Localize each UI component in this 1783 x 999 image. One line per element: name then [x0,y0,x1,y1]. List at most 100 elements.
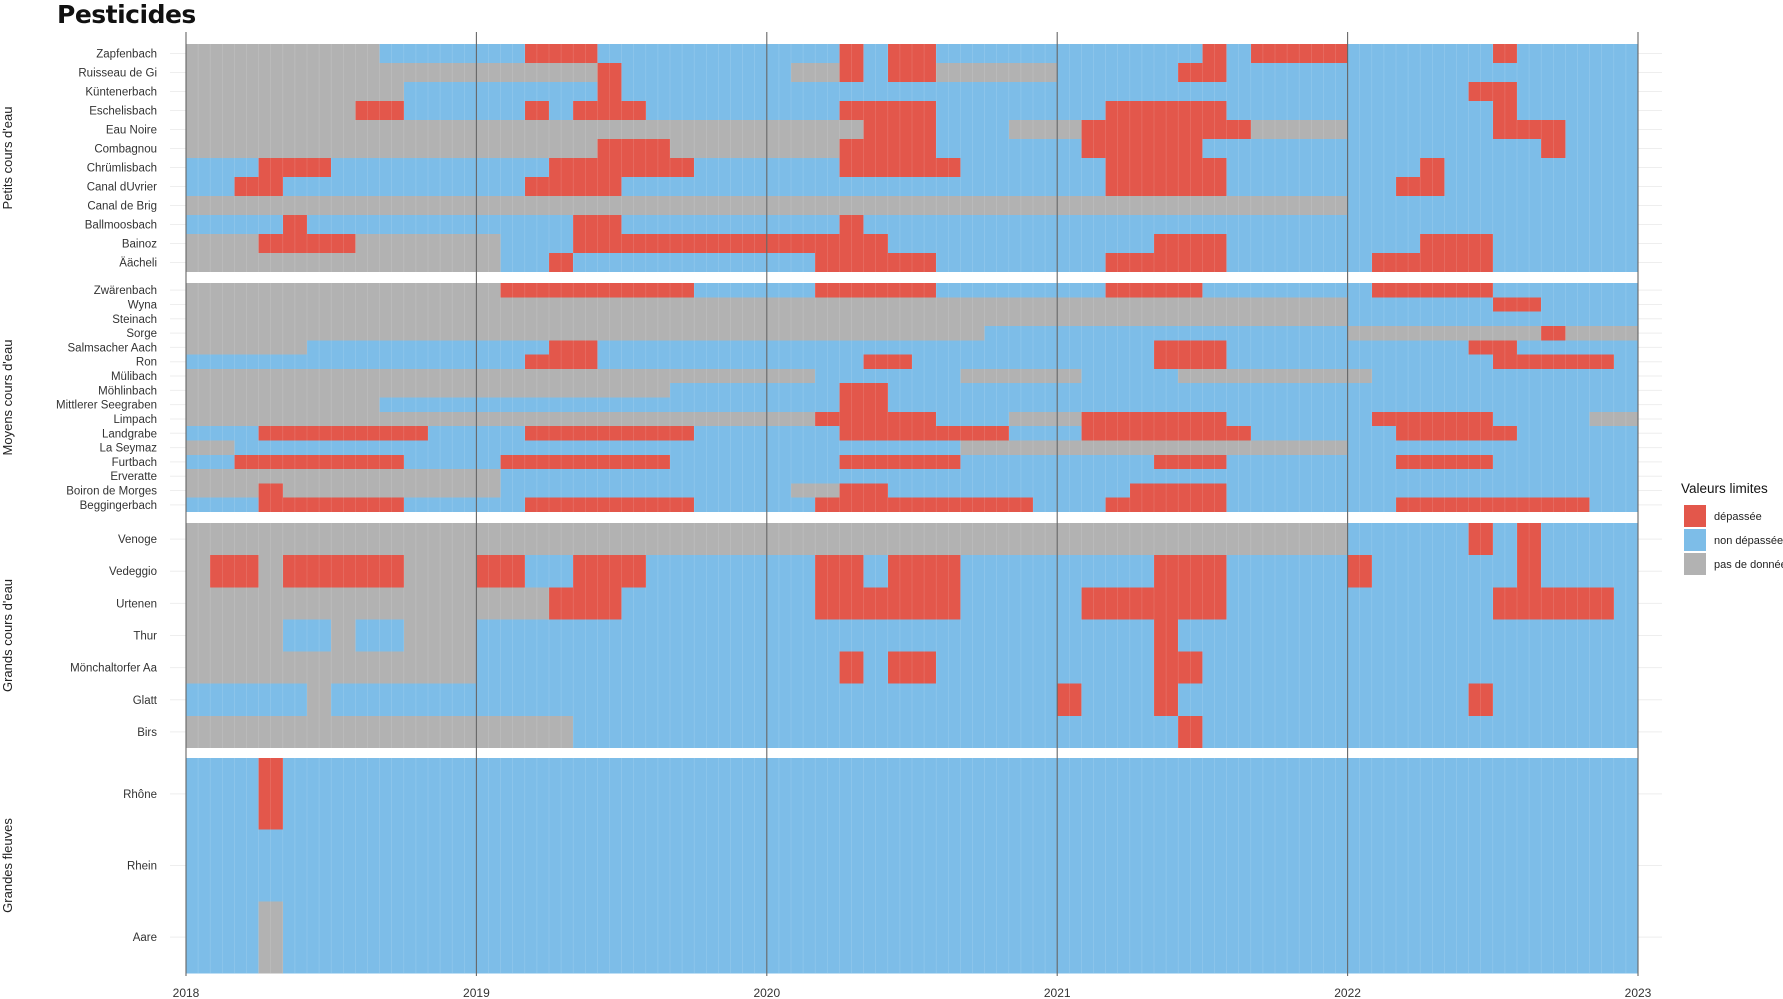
heatmap-row [186,234,1639,254]
heatmap-cell [863,555,889,588]
heatmap-cell [186,555,211,588]
legend-swatch [1684,505,1706,527]
heatmap-cell [597,340,1155,355]
heatmap-cell [1420,158,1445,178]
heatmap-cell [1202,651,1639,685]
heatmap-cell [887,397,1639,413]
heatmap-cell [645,101,840,121]
heatmap-cell [186,82,405,102]
heatmap-cell [307,215,574,235]
heatmap-cell [282,354,526,370]
heatmap-cell [718,139,840,159]
heatmap-cell [815,368,961,384]
heatmap-cell [573,555,647,588]
heatmap-row [186,368,1639,384]
heatmap-cell [1105,253,1227,273]
heatmap-cell [186,383,671,398]
heatmap-cell [815,283,937,298]
row-labels: Zapfenbach Ruisseau de Gi Küntenerbach Esch… [56,49,158,945]
heatmap-cell [1154,651,1203,685]
row-label: Aare [133,932,157,944]
heatmap-cell [1226,555,1348,588]
heatmap-row [186,325,1639,341]
row-label: Erveratte [110,471,157,483]
heatmap-cell [573,715,1179,749]
heatmap-cell [936,120,1010,140]
heatmap-row [186,44,1639,64]
heatmap-cell [1226,177,1397,197]
row-label: Eschelisbach [89,106,157,118]
heatmap-cell [815,587,961,620]
heatmap-cell [936,101,1106,121]
heatmap-cell [863,354,913,370]
heatmap-cell [912,354,1155,370]
heatmap-cell [839,139,937,159]
heatmap-cell [1202,139,1542,159]
heatmap-cell [524,177,622,197]
heatmap-cell [1492,523,1518,556]
heatmap-cell [379,44,526,64]
heatmap-cell [670,383,840,398]
x-tick-label: 2021 [1044,986,1071,999]
heatmap-cell [1226,101,1494,121]
heatmap-cell [887,63,937,83]
heatmap-row [186,715,1639,749]
x-tick-label: 2023 [1625,986,1652,999]
heatmap-cell [863,44,889,64]
heatmap-cell [186,683,308,717]
heatmap-cell [186,325,985,341]
heatmap-cell [476,651,840,685]
heatmap-row [186,383,1639,398]
row-label: Combagnou [94,144,157,156]
heatmap-cell [1468,82,1518,102]
heatmap-cell [1565,120,1639,140]
heatmap-cell [1541,555,1639,588]
heatmap-cell [258,158,332,178]
heatmap-cell [887,383,1639,398]
heatmap-cell [186,158,259,178]
heatmap-cell [1154,619,1179,652]
heatmap-cell [1081,683,1155,717]
heatmap-cell [1371,283,1494,298]
heatmap-cell [1154,454,1227,470]
heatmap-row [186,619,1639,652]
heatmap-cell [186,283,501,298]
heatmap-cell [936,651,1155,685]
heatmap-cell [258,426,429,441]
heatmap-cell [186,253,501,273]
heatmap-cell [645,555,816,588]
heatmap-cell [355,101,380,121]
heatmap-cell [282,483,501,499]
heatmap-cell [960,587,1082,620]
heatmap-cell [621,587,816,620]
heatmap-row [186,101,1639,121]
heatmap-row [186,63,1639,83]
group-label: Petits cours d'eau [0,107,15,210]
heatmap-cell [1250,44,1348,64]
row-label: Zwärenbach [94,285,157,297]
heatmap-cell [1105,497,1227,513]
group-label: Moyens cours d'eau [0,340,15,456]
row-label: Zapfenbach [96,49,157,61]
heatmap-cell [1492,253,1639,273]
heatmap-cell [549,101,574,121]
heatmap-cell [1081,587,1227,620]
heatmap-cell [1178,368,1373,384]
x-axis-ticks: 2018 2019 2020 2021 2022 2023 [173,986,1652,999]
heatmap-cell [839,158,961,178]
heatmap-cell [186,120,864,140]
legend-label: dépassée [1714,511,1762,523]
heatmap-cell [500,469,1639,484]
heatmap-cell [1613,354,1639,370]
heatmap-cell [476,555,526,588]
heatmap-cell [307,683,332,717]
heatmap-cell [597,82,622,102]
heatmap-cell [1517,340,1639,355]
heatmap-row [186,82,1639,102]
row-label: Mittlerer Seegraben [56,400,157,412]
heatmap-cell [839,651,864,685]
heatmap-cell [1492,44,1518,64]
heatmap-row [186,901,1639,974]
heatmap-cell [1396,177,1445,197]
heatmap-cell [791,63,840,83]
